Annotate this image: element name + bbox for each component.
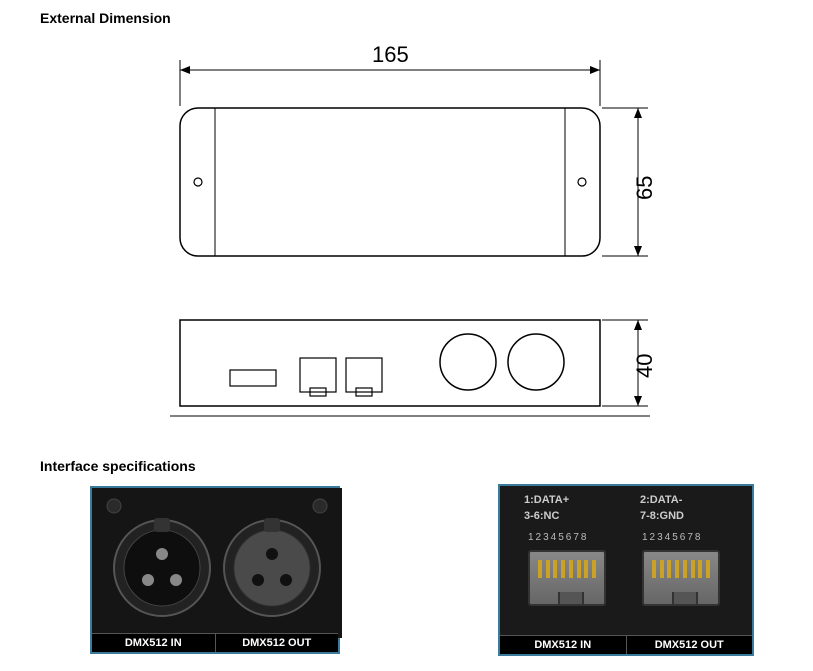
xlr-outline-1 [440, 334, 496, 390]
dim-width-value: 165 [372, 42, 409, 67]
rj-pin1-label: 1:DATA+ [524, 494, 569, 506]
rj-out-label: DMX512 OUT [626, 635, 753, 654]
top-view [180, 108, 600, 256]
rj45-out-port [642, 550, 720, 606]
dim-width: 165 [180, 42, 600, 106]
rj-numbers-left: 12345678 [528, 532, 589, 543]
side-view [170, 320, 650, 416]
xlr-outline-2 [508, 334, 564, 390]
rj-in-label: DMX512 IN [500, 635, 626, 654]
xlr-panel: DMX512 IN DMX512 OUT [90, 486, 340, 654]
rj-port-outline-2 [346, 358, 382, 396]
rj-pin78-label: 7-8:GND [640, 510, 684, 522]
xlr-in-label: DMX512 IN [92, 633, 215, 652]
rj45-in-port [528, 550, 606, 606]
dim-depth-value: 40 [632, 354, 657, 378]
dimension-drawing: 165 65 40 [0, 0, 813, 440]
dim-height: 65 [602, 108, 657, 256]
rj-port-outline-1 [300, 358, 336, 396]
dim-depth: 40 [602, 320, 657, 406]
rj-pin2-label: 2:DATA- [640, 494, 682, 506]
xlr-out-label: DMX512 OUT [215, 633, 339, 652]
xlr-in-connector [114, 518, 210, 616]
rj-numbers-right: 12345678 [642, 532, 703, 543]
dim-height-value: 65 [632, 176, 657, 200]
xlr-out-connector [224, 518, 320, 616]
heading-interface-specifications: Interface specifications [40, 458, 196, 474]
rj-pin36-label: 3-6:NC [524, 510, 559, 522]
rj45-panel: 1:DATA+ 2:DATA- 3-6:NC 7-8:GND 12345678 … [498, 484, 754, 656]
